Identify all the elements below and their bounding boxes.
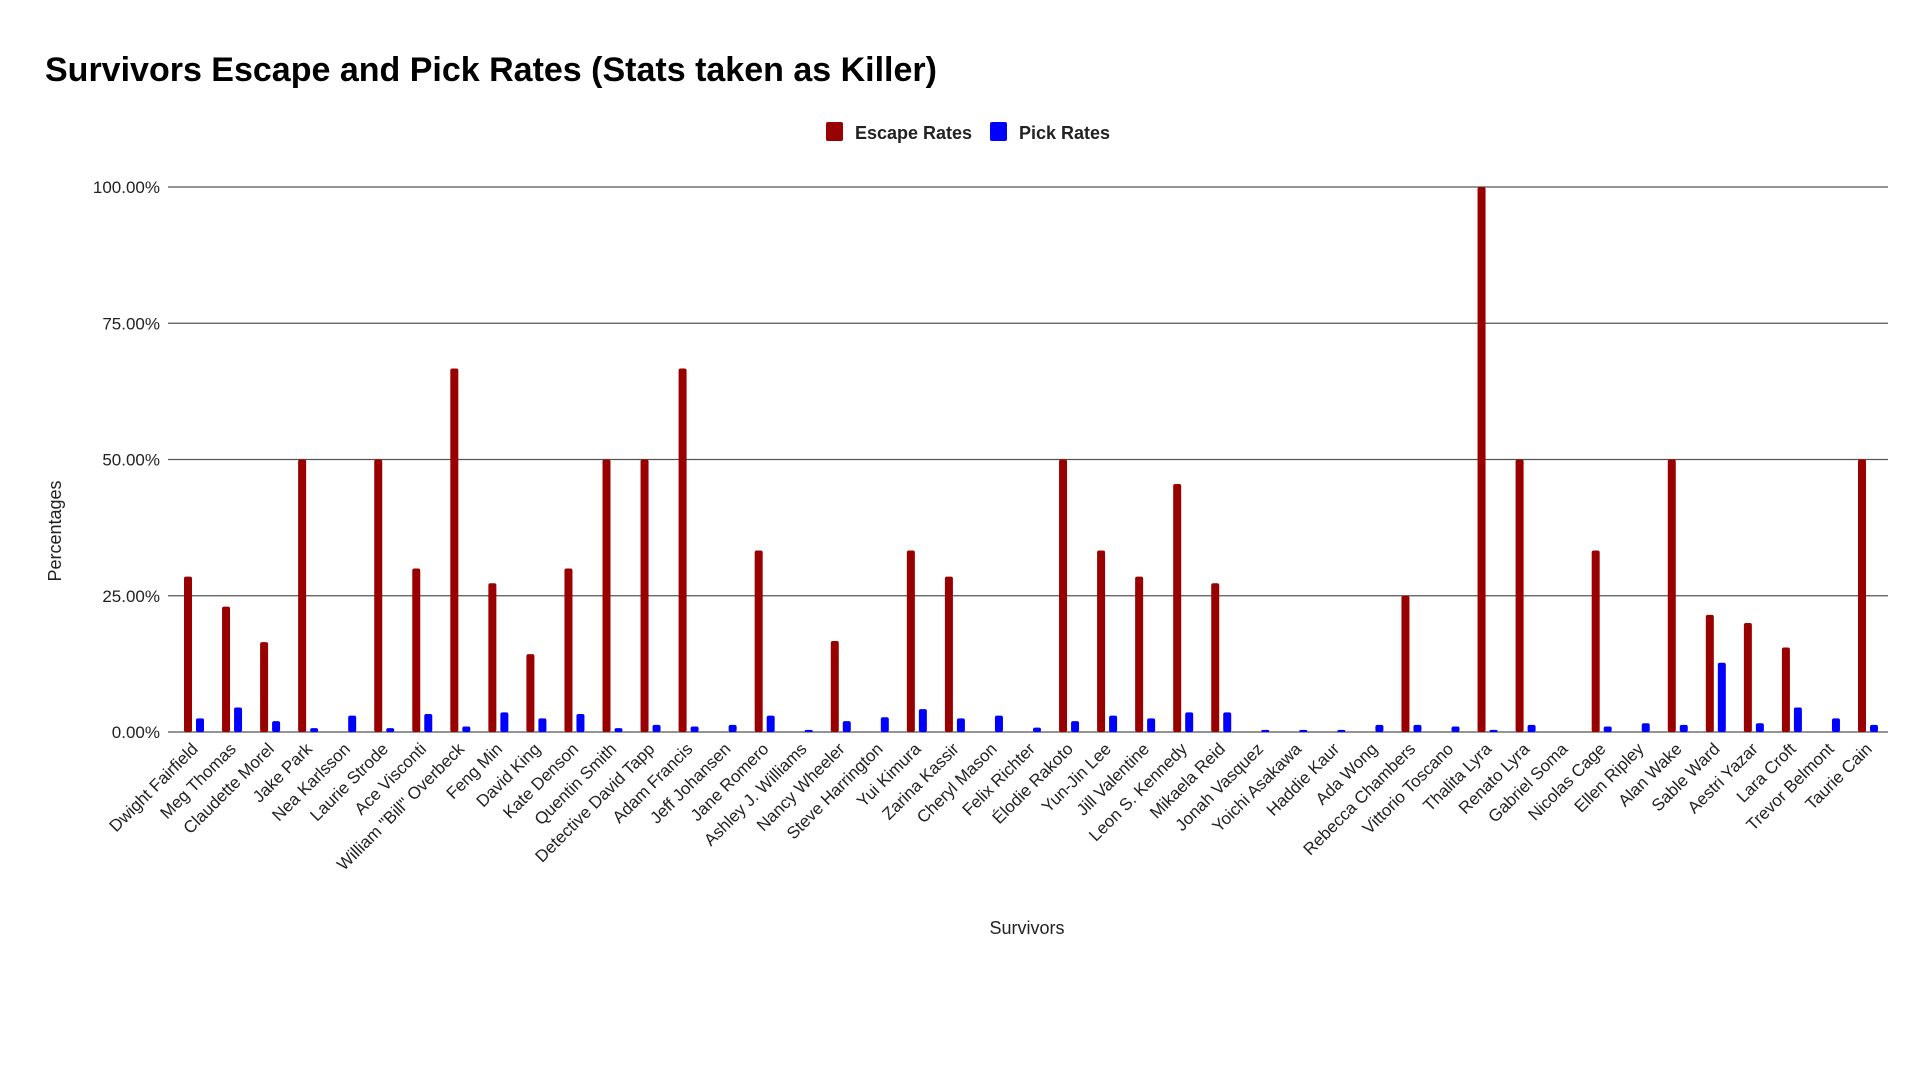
bar-pick-rate xyxy=(1185,712,1194,732)
bar-escape-rate xyxy=(1858,459,1866,732)
bar-escape-rate xyxy=(450,368,459,732)
bar-pick-rate xyxy=(424,714,433,732)
x-axis-label: Survivors xyxy=(989,918,1064,938)
bar-pick-rate xyxy=(1223,712,1232,732)
bar-pick-rate xyxy=(1299,729,1308,732)
bar-pick-rate xyxy=(1489,729,1498,732)
bar-escape-rate xyxy=(1401,595,1410,732)
bar-escape-rate xyxy=(564,568,573,732)
bar-pick-rate xyxy=(918,709,927,732)
bar-pick-rate xyxy=(1033,727,1041,732)
legend-swatch-pick-rates xyxy=(990,122,1007,141)
bars xyxy=(184,187,1878,732)
bar-escape-rate xyxy=(1591,550,1600,732)
bar-escape-rate xyxy=(1211,583,1220,732)
bar-pick-rate xyxy=(1337,729,1346,732)
bar-escape-rate xyxy=(830,640,839,732)
legend-label-pick-rates: Pick Rates xyxy=(1019,123,1110,143)
bar-escape-rate xyxy=(1515,459,1524,732)
bar-pick-rate xyxy=(994,715,1003,732)
bar-escape-rate xyxy=(754,550,763,732)
bar-pick-rate xyxy=(804,729,813,732)
bar-escape-rate xyxy=(906,550,915,732)
bar-escape-rate xyxy=(1705,614,1714,732)
bar-escape-rate xyxy=(1667,459,1676,732)
bar-escape-rate xyxy=(1135,576,1144,732)
gridlines xyxy=(168,186,1888,733)
bar-pick-rate xyxy=(500,712,509,732)
bar-pick-rate xyxy=(196,718,204,732)
bar-pick-rate xyxy=(1755,723,1764,732)
bar-pick-rate xyxy=(1870,724,1878,732)
bar-escape-rate xyxy=(1097,550,1106,732)
bar-pick-rate xyxy=(880,717,889,732)
bar-pick-rate xyxy=(652,724,661,732)
bar-pick-rate xyxy=(1071,721,1080,732)
bar-pick-rate xyxy=(462,726,471,732)
bar-escape-rate xyxy=(1173,484,1182,732)
bar-pick-rate xyxy=(272,721,281,732)
bar-escape-rate xyxy=(1781,647,1790,732)
legend-label-escape-rates: Escape Rates xyxy=(855,123,972,143)
bar-pick-rate xyxy=(538,718,547,732)
bar-pick-rate xyxy=(1831,718,1840,732)
bar-pick-rate xyxy=(1261,729,1270,732)
bar-escape-rate xyxy=(412,568,421,732)
bar-escape-rate xyxy=(374,459,383,732)
bar-escape-rate xyxy=(944,576,953,732)
y-tick-label: 75.00% xyxy=(102,314,160,333)
y-tick-label: 50.00% xyxy=(102,451,160,470)
bar-pick-rate xyxy=(1679,724,1688,732)
bar-escape-rate xyxy=(1477,187,1486,732)
bar-pick-rate xyxy=(1793,707,1802,732)
chart-title: Survivors Escape and Pick Rates (Stats t… xyxy=(45,51,937,89)
bar-escape-rate xyxy=(184,576,192,732)
bar-escape-rate xyxy=(640,459,649,732)
legend: Escape Rates Pick Rates xyxy=(826,122,1110,143)
bar-pick-rate xyxy=(1717,662,1726,732)
bar-pick-rate xyxy=(1451,726,1460,732)
bar-pick-rate xyxy=(386,728,395,732)
bar-escape-rate xyxy=(1743,623,1752,732)
bar-pick-rate xyxy=(766,715,775,732)
bar-escape-rate xyxy=(678,368,687,732)
bar-escape-rate xyxy=(526,654,535,732)
y-tick-label: 100.00% xyxy=(93,178,160,197)
bar-pick-rate xyxy=(1527,724,1536,732)
bar-pick-rate xyxy=(1603,726,1612,732)
bar-escape-rate xyxy=(488,583,497,732)
bar-pick-rate xyxy=(1147,718,1156,732)
bar-pick-rate xyxy=(576,714,585,732)
y-axis-ticks: 0.00% 25.00% 50.00% 75.00% 100.00% xyxy=(93,178,160,742)
bar-pick-rate xyxy=(1375,724,1384,732)
bar-pick-rate xyxy=(234,707,243,732)
bar-pick-rate xyxy=(956,718,965,732)
bar-pick-rate xyxy=(1109,715,1118,732)
bar-pick-rate xyxy=(1413,724,1422,732)
bar-escape-rate xyxy=(298,459,307,732)
bar-escape-rate xyxy=(222,606,231,732)
bar-pick-rate xyxy=(310,728,319,732)
bar-escape-rate xyxy=(260,642,269,732)
y-axis-label: Percentages xyxy=(45,480,65,581)
bar-pick-rate xyxy=(348,715,357,732)
legend-swatch-escape-rates xyxy=(826,122,843,141)
y-tick-label: 0.00% xyxy=(112,723,160,742)
bar-escape-rate xyxy=(1059,459,1068,732)
bar-pick-rate xyxy=(690,726,699,732)
y-tick-label: 25.00% xyxy=(102,587,160,606)
bar-pick-rate xyxy=(1641,723,1650,732)
bar-pick-rate xyxy=(728,724,737,732)
bar-pick-rate xyxy=(842,721,851,732)
bar-pick-rate xyxy=(614,728,623,732)
bar-escape-rate xyxy=(602,459,611,732)
